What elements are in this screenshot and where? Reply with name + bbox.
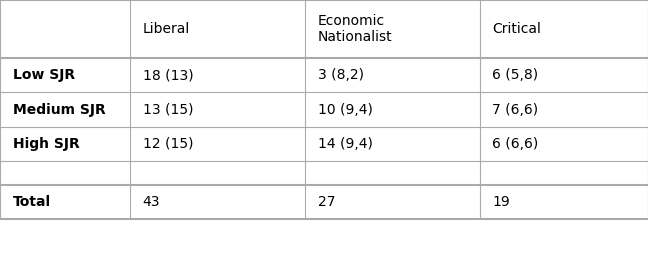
Text: 19: 19 [492, 195, 510, 209]
Text: High SJR: High SJR [13, 137, 80, 151]
Text: 3 (8,2): 3 (8,2) [318, 68, 364, 82]
Text: Low SJR: Low SJR [13, 68, 75, 82]
Text: 27: 27 [318, 195, 335, 209]
Text: 18 (13): 18 (13) [143, 68, 193, 82]
Text: 12 (15): 12 (15) [143, 137, 193, 151]
Text: 6 (5,8): 6 (5,8) [492, 68, 538, 82]
Text: 14 (9,4): 14 (9,4) [318, 137, 373, 151]
Text: 7 (6,6): 7 (6,6) [492, 102, 538, 117]
Text: Total: Total [13, 195, 51, 209]
Text: Critical: Critical [492, 22, 541, 36]
Text: Liberal: Liberal [143, 22, 190, 36]
Text: 10 (9,4): 10 (9,4) [318, 102, 373, 117]
Text: 6 (6,6): 6 (6,6) [492, 137, 538, 151]
Text: Medium SJR: Medium SJR [13, 102, 106, 117]
Text: Economic
Nationalist: Economic Nationalist [318, 14, 392, 44]
Text: 13 (15): 13 (15) [143, 102, 193, 117]
Text: 43: 43 [143, 195, 160, 209]
